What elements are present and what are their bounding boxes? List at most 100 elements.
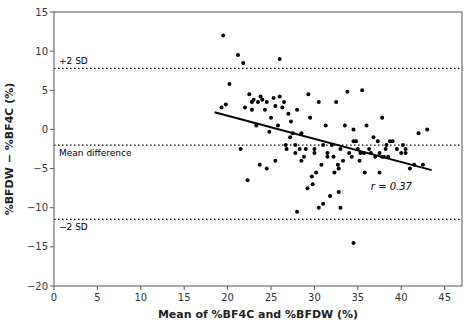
scatter-point xyxy=(378,151,382,155)
scatter-point xyxy=(243,106,247,110)
scatter-point xyxy=(343,124,347,128)
scatter-point xyxy=(351,241,355,245)
x-tick xyxy=(184,286,185,290)
scatter-point xyxy=(408,167,412,171)
y-tick-label: −20 xyxy=(27,281,48,292)
scatter-point xyxy=(317,206,321,210)
x-tick-label: 5 xyxy=(94,292,100,303)
scatter-point xyxy=(272,96,276,100)
scatter-point xyxy=(221,33,225,37)
scatter-point xyxy=(421,163,425,167)
scatter-point xyxy=(308,116,312,120)
x-tick xyxy=(54,286,55,290)
scatter-point xyxy=(241,61,245,65)
scatter-point xyxy=(351,139,355,143)
scatter-point xyxy=(350,155,354,159)
x-tick xyxy=(357,286,358,290)
scatter-point xyxy=(332,170,336,174)
scatter-point xyxy=(224,102,228,106)
scatter-point xyxy=(312,151,316,155)
annotation: r = 0.37 xyxy=(371,181,413,192)
scatter-point xyxy=(250,100,254,104)
scatter-point xyxy=(295,210,299,214)
axes: 051015202530354045−20−15−10−5051015 xyxy=(27,7,451,304)
scatter-point xyxy=(269,116,273,120)
scatter-point xyxy=(273,104,277,108)
regression-line xyxy=(215,112,432,170)
y-axis-label: %BFDW − %BF4C (%) xyxy=(3,83,16,216)
scatter-point xyxy=(312,147,316,151)
y-tick-label: −10 xyxy=(27,202,48,213)
y-tick xyxy=(50,286,54,287)
y-tick-label: 15 xyxy=(35,7,48,18)
scatter-point xyxy=(365,124,369,128)
scatter-point xyxy=(404,151,408,155)
scatter-point xyxy=(324,124,328,128)
x-tick-label: 25 xyxy=(265,292,278,303)
scatter-point xyxy=(345,90,349,94)
scatter-point xyxy=(299,159,303,163)
x-tick-label: 45 xyxy=(438,292,451,303)
scatter-point xyxy=(425,127,429,131)
scatter-point xyxy=(325,151,329,155)
y-tick xyxy=(50,129,54,130)
scatter-point xyxy=(246,178,250,182)
plot-frame xyxy=(54,12,462,286)
plot-area xyxy=(54,33,462,244)
scatter-point xyxy=(302,155,306,159)
scatter-point xyxy=(285,147,289,151)
scatter-point xyxy=(360,88,364,92)
scatter-point xyxy=(311,182,315,186)
scatter-point xyxy=(334,100,338,104)
reference-line xyxy=(54,219,462,220)
scatter-point xyxy=(401,143,405,147)
scatter-point xyxy=(321,143,325,147)
scatter-point xyxy=(282,100,286,104)
y-tick xyxy=(50,90,54,91)
scatter-point xyxy=(293,143,297,147)
scatter-point xyxy=(306,92,310,96)
scatter-point xyxy=(319,163,323,167)
x-tick-label: 30 xyxy=(308,292,321,303)
scatter-point xyxy=(265,167,269,171)
scatter-point xyxy=(337,167,341,171)
y-tick xyxy=(50,246,54,247)
x-tick-label: 10 xyxy=(134,292,147,303)
scatter-point xyxy=(404,147,408,151)
scatter-point xyxy=(378,170,382,174)
y-tick-label: −15 xyxy=(27,241,48,252)
x-tick xyxy=(227,286,228,290)
scatter-point xyxy=(305,186,309,190)
scatter-point xyxy=(247,92,251,96)
y-tick-label: 0 xyxy=(42,124,48,135)
scatter-point xyxy=(380,116,384,120)
y-tick xyxy=(50,51,54,52)
scatter-point xyxy=(260,98,264,102)
reference-line-label: +2 SD xyxy=(59,56,88,66)
scatter-point xyxy=(278,57,282,61)
scatter-point xyxy=(289,120,293,124)
scatter-point xyxy=(258,163,262,167)
scatter-point xyxy=(358,159,362,163)
reference-line xyxy=(54,144,462,145)
scatter-point xyxy=(284,143,288,147)
scatter-point xyxy=(417,131,421,135)
x-axis-label: Mean of %BF4C and %BFDW (%) xyxy=(158,308,358,321)
scatter-point xyxy=(265,100,269,104)
scatter-point xyxy=(338,147,342,151)
scatter-point xyxy=(384,143,388,147)
scatter-point xyxy=(347,151,351,155)
scatter-point xyxy=(371,135,375,139)
scatter-point xyxy=(278,95,282,99)
y-tick-label: 10 xyxy=(35,46,48,57)
scatter-point xyxy=(286,112,290,116)
x-tick xyxy=(271,286,272,290)
y-tick-label: −5 xyxy=(33,163,48,174)
scatter-point xyxy=(363,170,367,174)
scatter-point xyxy=(384,147,388,151)
scatter-point xyxy=(227,82,231,86)
scatter-point xyxy=(256,100,260,104)
plot-background xyxy=(54,12,462,286)
x-tick-label: 35 xyxy=(351,292,364,303)
scatter-point xyxy=(250,108,254,112)
